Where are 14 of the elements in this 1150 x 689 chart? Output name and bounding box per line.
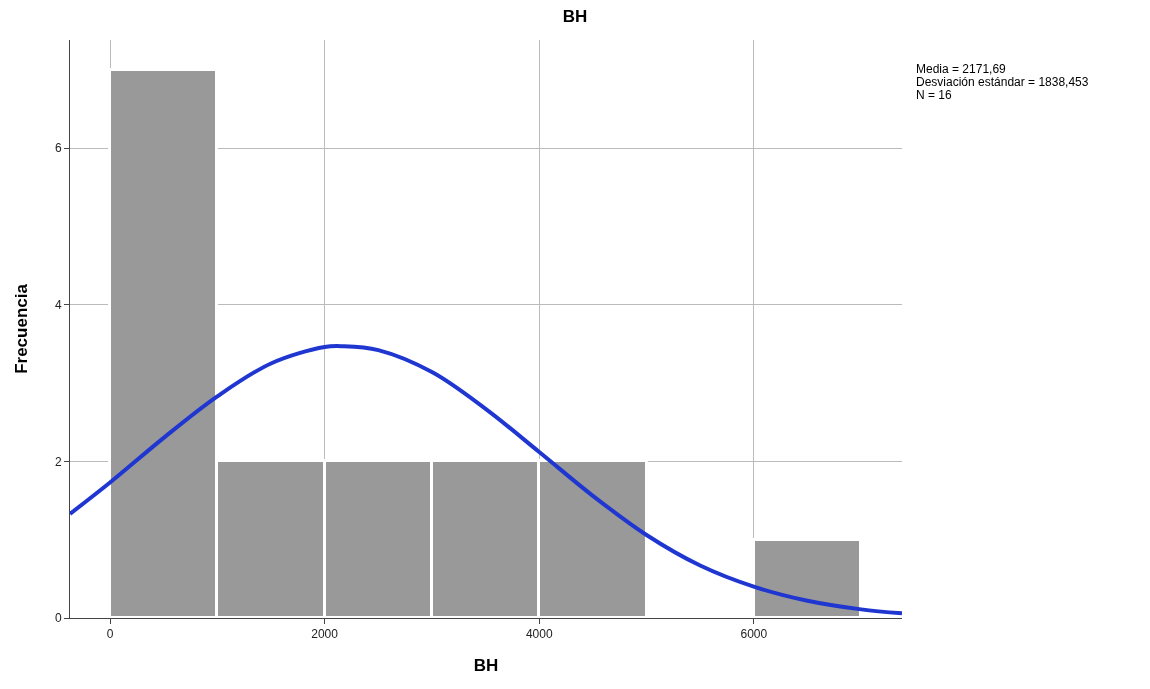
text: Media = 2171,69: [916, 62, 1007, 76]
y-tick-label: 2: [54, 454, 62, 469]
y-tick-label: 6: [54, 141, 62, 156]
x-tick-label: 6000: [740, 627, 768, 642]
y-tick-label: 0: [54, 611, 62, 626]
x-tick-label: 2000: [311, 627, 339, 642]
x-tick-label: 4000: [525, 627, 553, 642]
y-tick-label: 4: [54, 297, 62, 312]
chart-title: BH: [562, 7, 588, 27]
x-tick-label: 0: [106, 627, 114, 642]
x-axis-title: BH: [473, 655, 499, 675]
text: N = 16: [916, 88, 953, 102]
y-axis-title: Frecuencia: [12, 283, 32, 374]
text: Desviación estándar = 1838,453: [916, 75, 1089, 89]
